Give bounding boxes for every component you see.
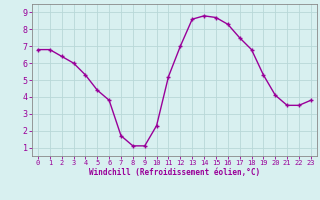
X-axis label: Windchill (Refroidissement éolien,°C): Windchill (Refroidissement éolien,°C) bbox=[89, 168, 260, 177]
